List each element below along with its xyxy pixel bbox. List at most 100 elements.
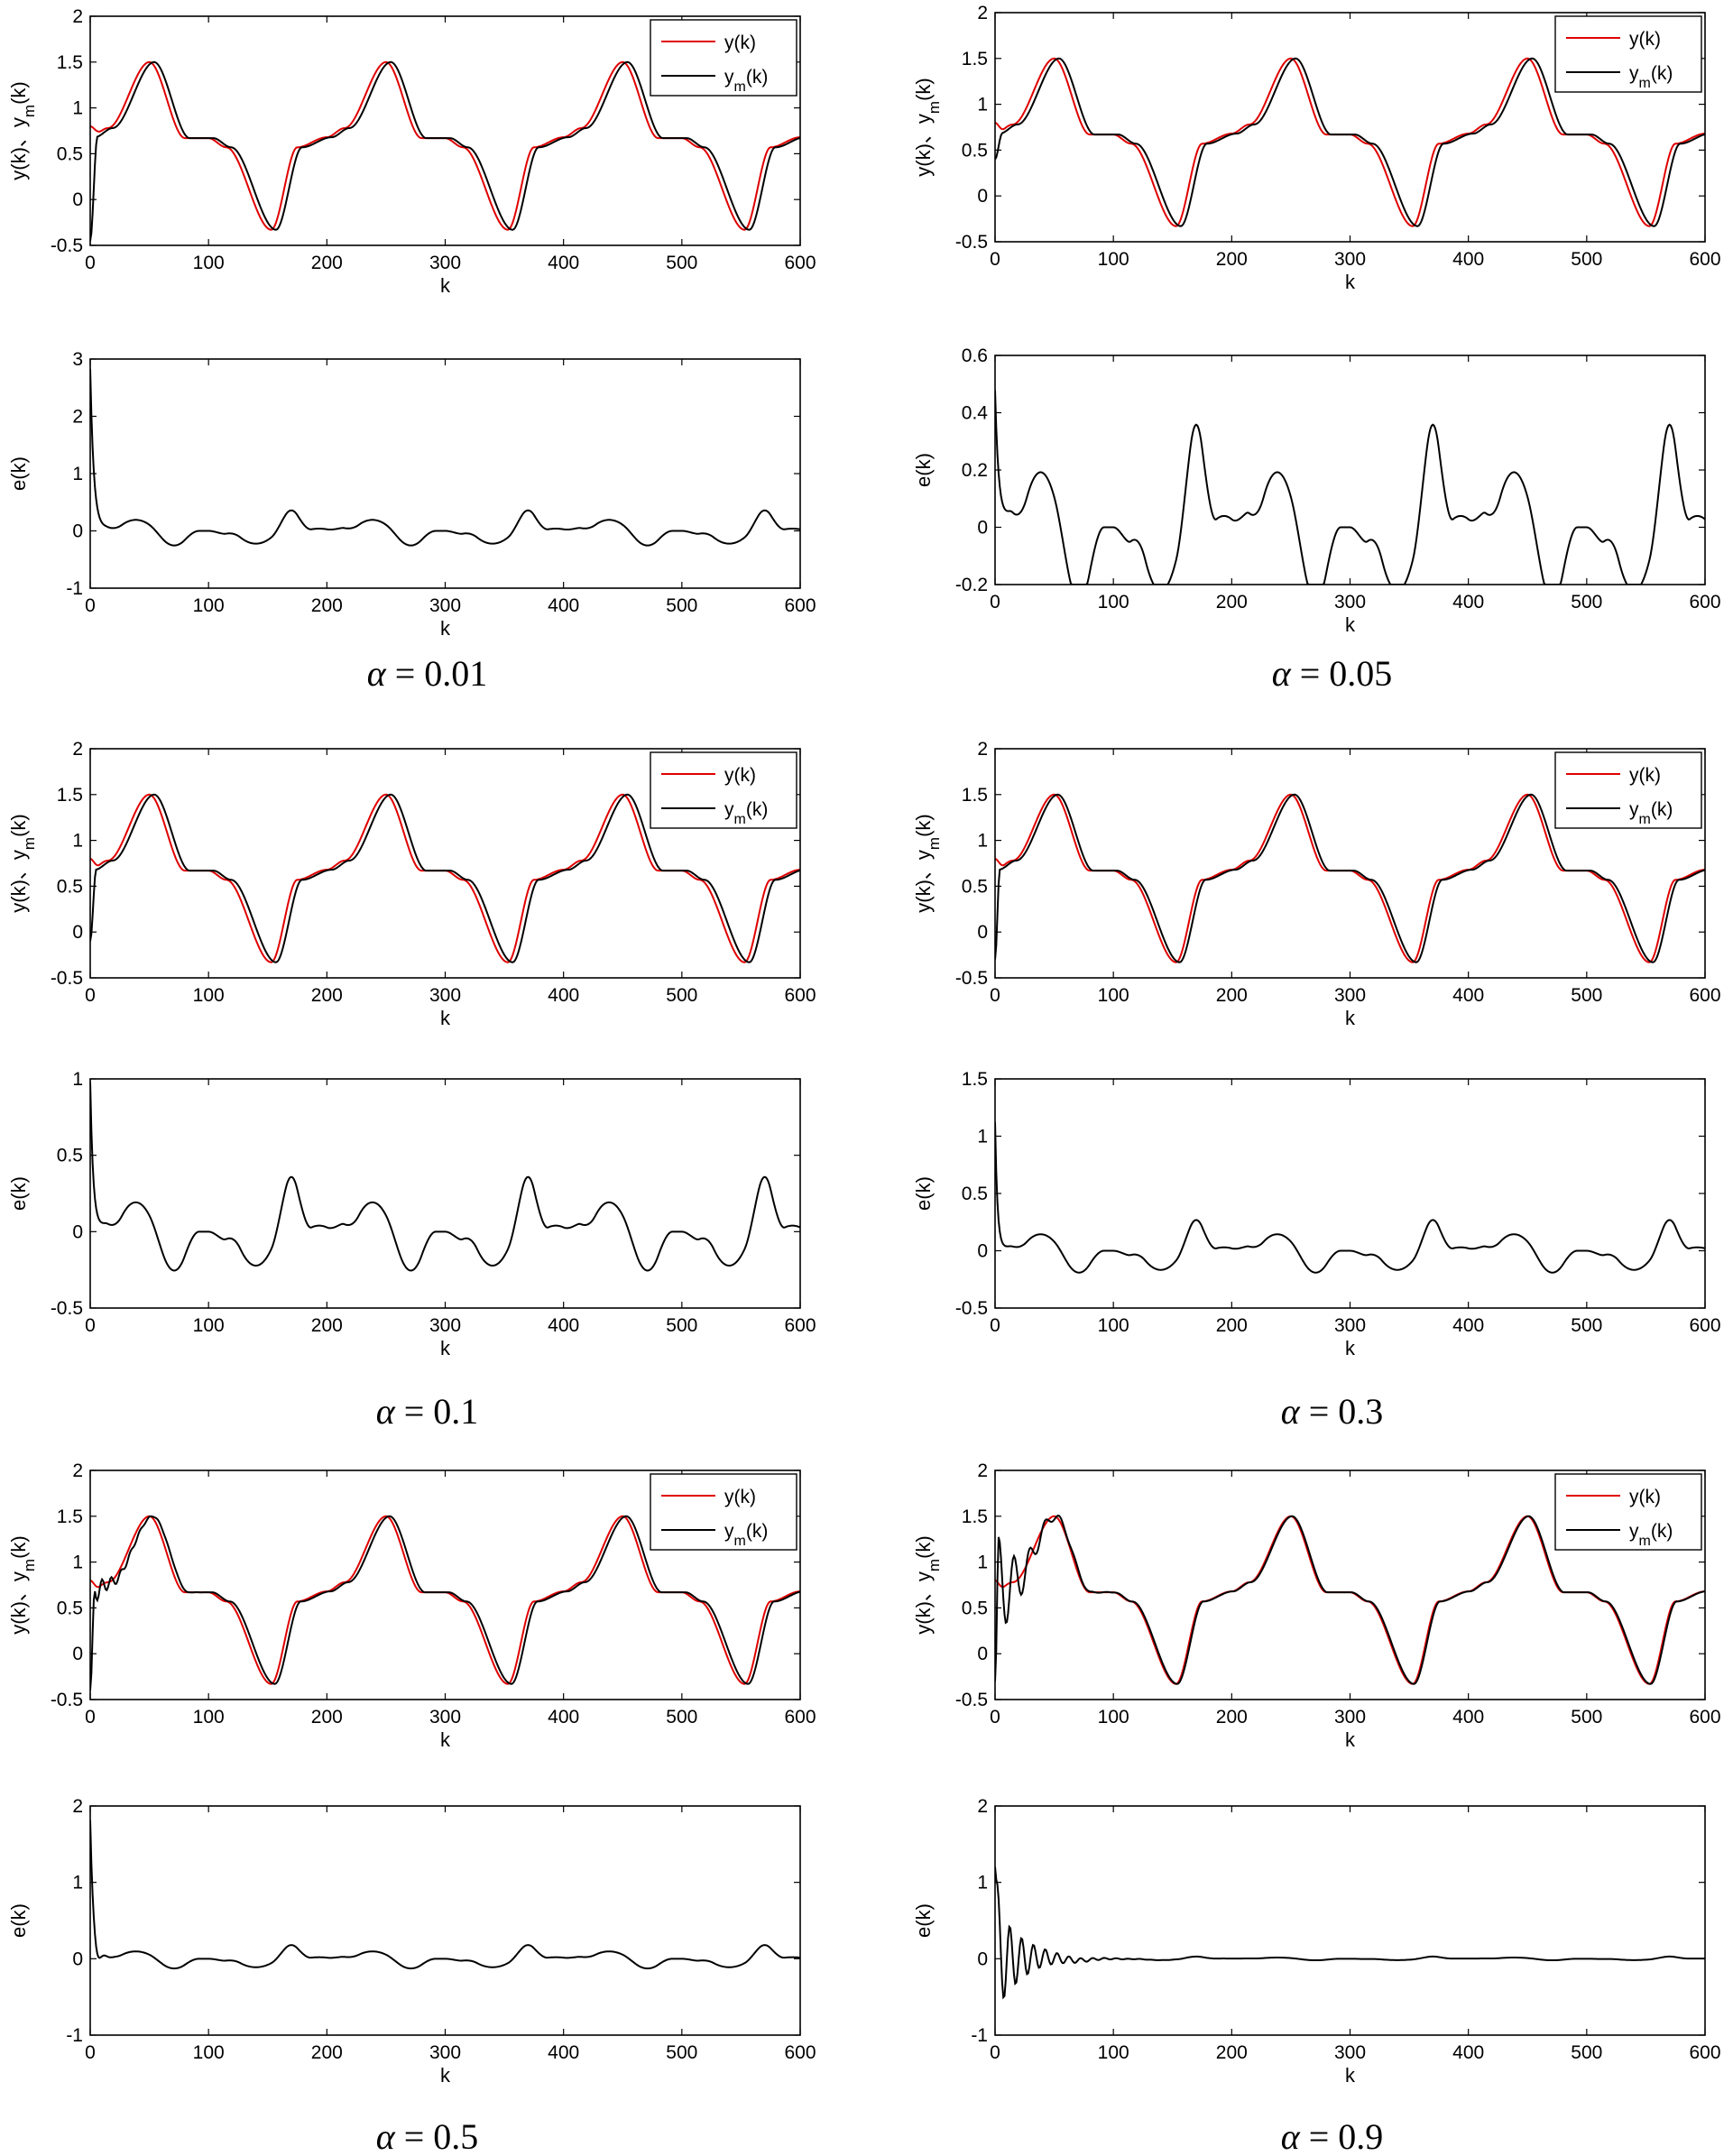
y-tick-label: 2	[72, 1796, 83, 1817]
x-tick-label: 200	[311, 2042, 343, 2063]
legend-label: y(k)	[1629, 765, 1661, 786]
x-tick-label: 100	[1098, 249, 1129, 270]
caption-value: = 0.9	[1300, 2116, 1384, 2156]
subplot-e4: 0 100 200 300 400 500 600-0.500.511.5ke(k)	[912, 1069, 1721, 1359]
y-axis-label: e(k)	[7, 1903, 30, 1938]
x-tick-label: 100	[1098, 985, 1129, 1006]
x-tick-label: 0	[85, 985, 96, 1006]
y-tick-label: -0.5	[955, 968, 988, 989]
x-axis-label: k	[1345, 1007, 1356, 1029]
y-tick-label: -0.5	[51, 1690, 83, 1710]
x-tick-label: 400	[1452, 592, 1484, 613]
y-tick-label: 0.6	[962, 346, 988, 366]
legend: y(k) ym(k)	[650, 19, 797, 97]
x-tick-label: 200	[1216, 2042, 1248, 2063]
y-tick-label: 1	[72, 1873, 83, 1893]
y-tick-label: 0.5	[962, 1598, 988, 1618]
series-line-ref_lag	[995, 1515, 1705, 1685]
series-line-ref_lag	[90, 793, 800, 963]
plot-frame	[89, 1470, 801, 1700]
caption-c5: α = 0.5	[376, 2116, 479, 2156]
y-tick-label: 1.5	[962, 785, 988, 806]
x-axis-label: k	[1345, 2064, 1356, 2087]
legend-box	[650, 19, 797, 97]
caption-c1: α = 0.01	[367, 653, 488, 694]
y-tick-label: 0.5	[962, 1184, 988, 1204]
caption-value: = 0.1	[395, 1391, 479, 1432]
y-axis-label: e(k)	[912, 1176, 935, 1211]
x-tick-label: 500	[1571, 2042, 1602, 2063]
x-tick-label: 500	[666, 595, 697, 616]
x-tick-label: 400	[548, 985, 579, 1006]
x-tick-label: 100	[193, 1315, 225, 1336]
y-tick-label: -0.5	[955, 1690, 988, 1710]
y-tick-label: 2	[72, 1460, 83, 1481]
y-tick-label: 1	[72, 1553, 83, 1573]
x-tick-label: 400	[1452, 1315, 1484, 1336]
x-tick-label: 600	[784, 1707, 816, 1728]
x-tick-label: 400	[1452, 1707, 1484, 1728]
x-tick-label: 0	[85, 1315, 96, 1336]
legend: y(k) ym(k)	[650, 1473, 797, 1551]
x-tick-label: 600	[1689, 985, 1720, 1006]
y-tick-label: 3	[72, 349, 83, 370]
x-tick-label: 100	[1098, 1707, 1129, 1728]
x-tick-label: 500	[666, 985, 697, 1006]
legend-label: y(k)	[1629, 29, 1661, 50]
x-tick-label: 0	[990, 985, 1000, 1006]
x-tick-label: 600	[1689, 1707, 1720, 1728]
plot-frame	[994, 12, 1706, 243]
y-axis-label: y(k)、ym(k)	[912, 78, 943, 176]
x-tick-label: 500	[1571, 1707, 1602, 1728]
x-tick-label: 100	[193, 1707, 225, 1728]
caption-c4: α = 0.3	[1281, 1391, 1384, 1432]
x-tick-label: 600	[1689, 249, 1720, 270]
legend-label: y(k)	[724, 1487, 756, 1507]
y-tick-label: 1	[977, 1873, 988, 1893]
x-axis-label: k	[1345, 613, 1356, 636]
y-tick-label: -0.5	[955, 1298, 988, 1319]
legend-box	[650, 1473, 797, 1551]
y-tick-label: 2	[72, 739, 83, 760]
x-tick-label: 200	[311, 985, 343, 1006]
legend-label: ym(k)	[1629, 1521, 1673, 1549]
y-tick-label: 0.2	[962, 460, 988, 481]
x-tick-label: 0	[990, 1315, 1000, 1336]
x-tick-label: 400	[1452, 249, 1484, 270]
x-tick-label: 500	[666, 1707, 697, 1728]
x-tick-label: 500	[666, 2042, 697, 2063]
legend: y(k) ym(k)	[1554, 751, 1702, 829]
y-tick-label: 1	[977, 1127, 988, 1147]
x-tick-label: 400	[548, 595, 579, 616]
x-tick-label: 600	[784, 595, 816, 616]
x-tick-label: 500	[1571, 592, 1602, 613]
x-tick-label: 500	[1571, 1315, 1602, 1336]
x-tick-label: 200	[1216, 592, 1248, 613]
legend-box	[1554, 15, 1702, 93]
x-tick-label: 300	[429, 1315, 461, 1336]
y-tick-label: 1	[977, 1553, 988, 1573]
caption-c2: α = 0.05	[1272, 653, 1393, 694]
y-tick-label: 2	[977, 1796, 988, 1817]
x-axis-label: k	[440, 2064, 451, 2087]
x-axis-label: k	[440, 1337, 451, 1359]
x-tick-label: 400	[1452, 2042, 1484, 2063]
x-tick-label: 0	[85, 253, 96, 273]
plot-frame	[994, 1078, 1706, 1309]
plot-frame	[994, 1805, 1706, 2036]
x-tick-label: 300	[1334, 1315, 1366, 1336]
y-tick-label: 1.5	[57, 785, 83, 806]
subplot-p3: 0 100 200 300 400 500 600-0.500.511.52ky(k)、ym…	[7, 739, 816, 1029]
y-axis-label: e(k)	[912, 453, 935, 487]
x-tick-label: 600	[1689, 2042, 1720, 2063]
x-tick-label: 0	[990, 2042, 1000, 2063]
caption-symbol: α	[376, 2116, 396, 2156]
y-tick-label: 1	[977, 95, 988, 115]
y-tick-label: 0.5	[57, 1146, 83, 1166]
y-tick-label: 1.5	[57, 52, 83, 73]
y-axis-label: y(k)、ym(k)	[7, 81, 38, 180]
x-tick-label: 100	[193, 595, 225, 616]
subplot-p2: 0 100 200 300 400 500 600-0.500.511.52ky(k)、ym…	[912, 3, 1721, 293]
y-tick-label: 1	[977, 831, 988, 852]
